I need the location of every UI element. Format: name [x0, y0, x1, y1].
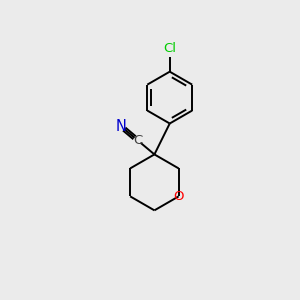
Text: C: C: [133, 134, 142, 147]
Text: Cl: Cl: [163, 43, 176, 56]
Text: O: O: [173, 190, 184, 203]
Text: N: N: [116, 119, 127, 134]
